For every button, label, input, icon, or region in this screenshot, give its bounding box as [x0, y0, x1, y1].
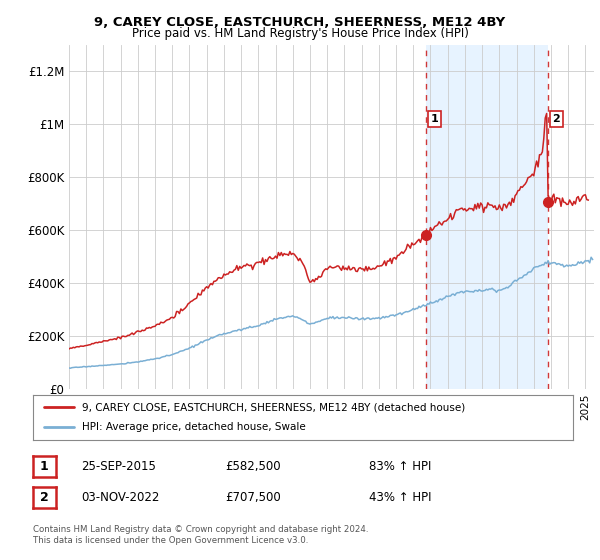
Text: HPI: Average price, detached house, Swale: HPI: Average price, detached house, Swal… — [82, 422, 305, 432]
Bar — [426, 45, 548, 389]
Text: £582,500: £582,500 — [225, 460, 281, 473]
Text: 1: 1 — [430, 114, 438, 124]
Text: 03-NOV-2022: 03-NOV-2022 — [81, 491, 160, 504]
Text: £707,500: £707,500 — [225, 491, 281, 504]
Text: 1: 1 — [40, 460, 49, 473]
Text: 2: 2 — [553, 114, 560, 124]
Text: 9, CAREY CLOSE, EASTCHURCH, SHEERNESS, ME12 4BY: 9, CAREY CLOSE, EASTCHURCH, SHEERNESS, M… — [94, 16, 506, 29]
Text: Price paid vs. HM Land Registry's House Price Index (HPI): Price paid vs. HM Land Registry's House … — [131, 27, 469, 40]
Text: 25-SEP-2015: 25-SEP-2015 — [81, 460, 156, 473]
Text: Contains HM Land Registry data © Crown copyright and database right 2024.
This d: Contains HM Land Registry data © Crown c… — [33, 525, 368, 545]
Text: 43% ↑ HPI: 43% ↑ HPI — [369, 491, 431, 504]
Text: 9, CAREY CLOSE, EASTCHURCH, SHEERNESS, ME12 4BY (detached house): 9, CAREY CLOSE, EASTCHURCH, SHEERNESS, M… — [82, 402, 465, 412]
Text: 83% ↑ HPI: 83% ↑ HPI — [369, 460, 431, 473]
Text: 2: 2 — [40, 491, 49, 504]
